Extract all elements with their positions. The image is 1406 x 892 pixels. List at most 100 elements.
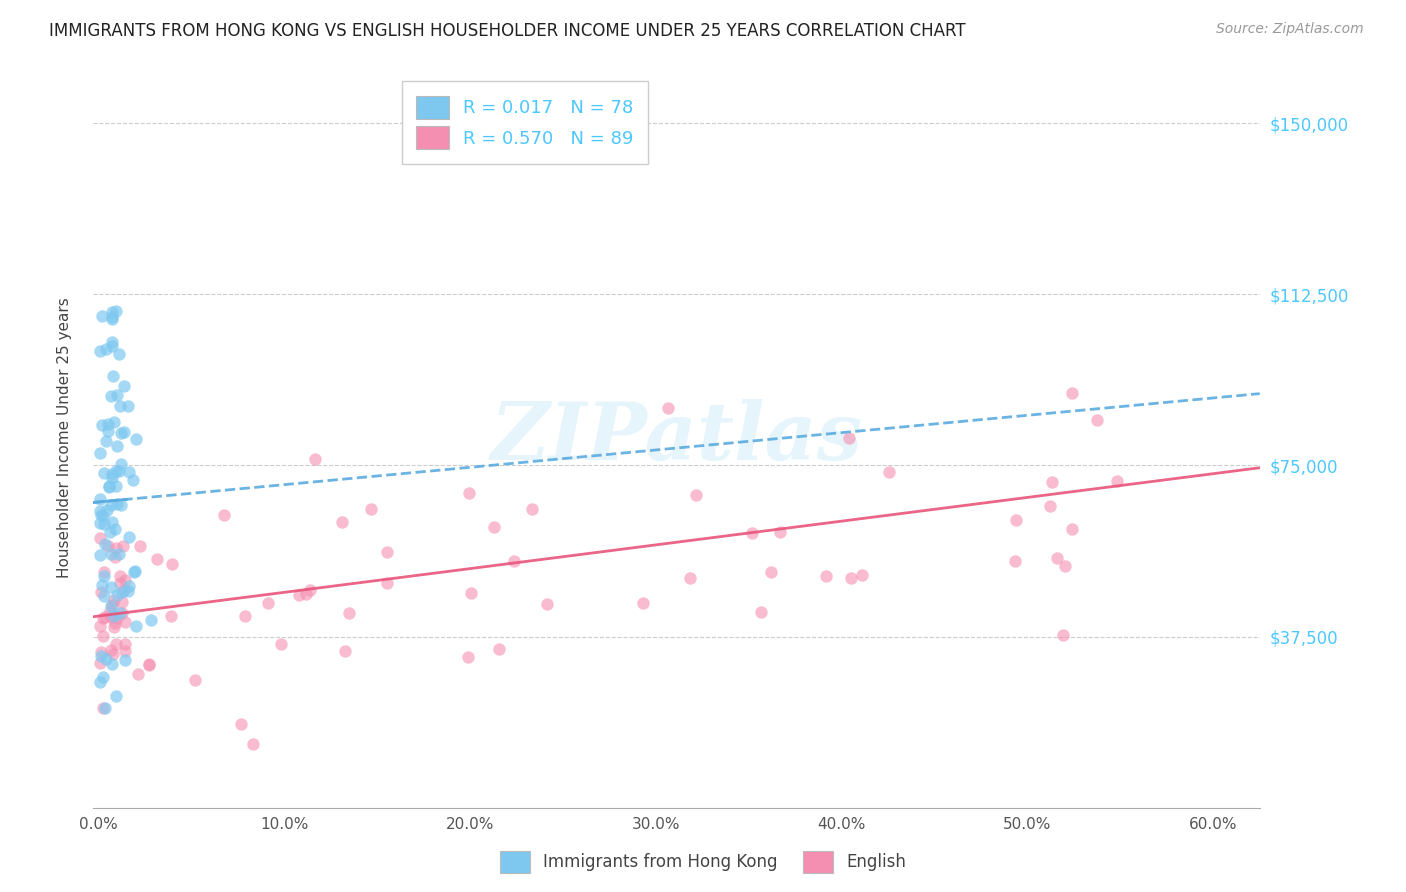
Point xyxy=(125,619,148,633)
Point xyxy=(100,498,122,512)
Point xyxy=(100,580,122,594)
Point xyxy=(104,304,127,318)
Point xyxy=(101,467,124,481)
Point xyxy=(110,498,132,512)
Point xyxy=(877,465,900,479)
Point xyxy=(89,532,111,546)
Point xyxy=(97,539,120,553)
Point xyxy=(90,508,112,523)
Point xyxy=(838,431,860,445)
Point xyxy=(298,582,321,597)
Point xyxy=(114,644,136,658)
Point xyxy=(100,643,122,657)
Point xyxy=(93,516,115,531)
Point xyxy=(90,585,112,599)
Point xyxy=(108,606,131,620)
Point xyxy=(91,700,114,714)
Point xyxy=(100,389,122,403)
Point xyxy=(114,615,136,629)
Point xyxy=(100,599,122,613)
Point xyxy=(333,644,356,658)
Point xyxy=(457,486,479,500)
Point xyxy=(90,648,112,663)
Point xyxy=(460,586,482,600)
Point xyxy=(242,737,264,751)
Point xyxy=(488,642,510,657)
Point xyxy=(117,399,139,413)
Point xyxy=(330,515,353,529)
Point xyxy=(100,599,122,614)
Point xyxy=(1053,559,1076,574)
Point xyxy=(114,653,136,667)
Point xyxy=(108,399,131,413)
Point xyxy=(110,426,132,441)
Point xyxy=(103,608,125,623)
Point xyxy=(1046,551,1069,566)
Point xyxy=(851,567,873,582)
Point xyxy=(94,701,117,715)
Point xyxy=(93,508,115,523)
Point xyxy=(89,656,111,670)
Point xyxy=(103,616,125,631)
Point xyxy=(1060,522,1083,536)
Point xyxy=(89,491,111,506)
Point xyxy=(502,554,524,568)
Point xyxy=(101,369,124,384)
Point xyxy=(1085,413,1108,427)
Point xyxy=(124,564,146,578)
Point xyxy=(94,536,117,550)
Point xyxy=(122,565,145,579)
Point xyxy=(105,690,128,704)
Legend: Immigrants from Hong Kong, English: Immigrants from Hong Kong, English xyxy=(494,845,912,880)
Point xyxy=(295,587,318,601)
Point xyxy=(337,607,360,621)
Point xyxy=(229,717,252,731)
Text: ZIPatlas: ZIPatlas xyxy=(491,400,862,477)
Point xyxy=(103,415,125,429)
Point xyxy=(1060,386,1083,401)
Point xyxy=(117,583,139,598)
Point xyxy=(214,508,236,522)
Point xyxy=(360,502,382,516)
Point xyxy=(96,652,118,666)
Point xyxy=(160,609,183,624)
Point xyxy=(1107,474,1129,488)
Point xyxy=(112,425,135,439)
Point xyxy=(118,465,141,479)
Point xyxy=(1039,499,1062,513)
Point xyxy=(105,611,128,625)
Point xyxy=(93,589,115,603)
Point xyxy=(679,571,702,585)
Point xyxy=(110,457,132,471)
Point xyxy=(100,515,122,529)
Point xyxy=(138,657,160,671)
Point xyxy=(89,619,111,633)
Point xyxy=(117,579,139,593)
Point xyxy=(89,548,111,562)
Point xyxy=(112,379,135,393)
Point xyxy=(124,433,146,447)
Text: IMMIGRANTS FROM HONG KONG VS ENGLISH HOUSEHOLDER INCOME UNDER 25 YEARS CORRELATI: IMMIGRANTS FROM HONG KONG VS ENGLISH HOU… xyxy=(49,22,966,40)
Point xyxy=(93,568,115,582)
Point xyxy=(105,478,128,492)
Point xyxy=(105,388,128,402)
Point xyxy=(100,312,122,326)
Point xyxy=(101,335,124,350)
Point xyxy=(89,674,111,689)
Point xyxy=(631,597,654,611)
Point xyxy=(100,547,122,561)
Point xyxy=(121,473,143,487)
Point xyxy=(93,565,115,579)
Point xyxy=(107,588,129,602)
Point xyxy=(749,605,772,619)
Point xyxy=(89,516,111,531)
Point xyxy=(482,520,505,534)
Point xyxy=(100,657,122,671)
Point xyxy=(100,610,122,624)
Point xyxy=(105,497,128,511)
Point xyxy=(105,439,128,453)
Point xyxy=(257,596,280,610)
Point xyxy=(101,470,124,484)
Point xyxy=(94,610,117,624)
Point xyxy=(98,604,121,618)
